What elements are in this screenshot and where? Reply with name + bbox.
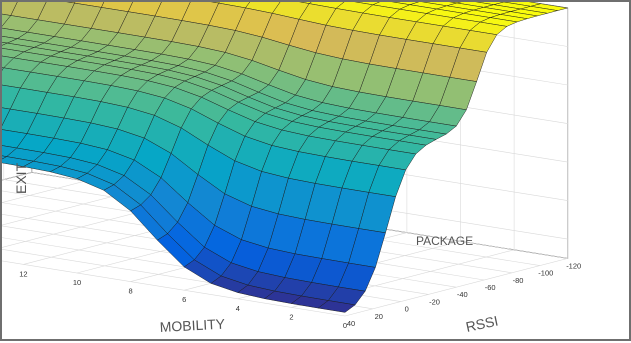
y-gridline-1 xyxy=(2,249,373,310)
x-tick-label: 4 xyxy=(236,304,240,313)
x-tick-label: 0 xyxy=(343,321,347,330)
package-label: PACKAGE xyxy=(416,234,473,248)
y-tick-label: 20 xyxy=(375,312,383,321)
surface-facet xyxy=(317,300,356,313)
x-tick-label: 8 xyxy=(129,287,133,296)
surface-facet xyxy=(2,2,18,16)
y-tick-label: -80 xyxy=(513,276,524,285)
x-tick-label: 10 xyxy=(73,278,81,287)
y-tick-label: -20 xyxy=(429,297,440,306)
z-axis-label: EXIT xyxy=(13,162,29,194)
y-tick-label: 0 xyxy=(405,305,409,314)
y-tick-label: -60 xyxy=(485,283,496,292)
x-tick-label: 6 xyxy=(182,295,186,304)
x-tick-label: 12 xyxy=(19,269,27,278)
surface-layer xyxy=(2,2,568,313)
y-tick-label: -100 xyxy=(538,269,553,278)
surface-facet xyxy=(354,2,380,6)
tick-layer: 0.20.30.40.50.60.70.80246810121416182040… xyxy=(19,261,581,330)
y-tick-label: -120 xyxy=(566,261,581,270)
y-axis-label: RSSI xyxy=(464,312,499,334)
y-tick-label: -40 xyxy=(457,290,468,299)
y-gridline-0 xyxy=(2,260,346,317)
x-axis-label: MOBILITY xyxy=(159,316,226,335)
y-tick-label: 40 xyxy=(347,319,355,328)
x-tick-label: 2 xyxy=(289,312,293,321)
